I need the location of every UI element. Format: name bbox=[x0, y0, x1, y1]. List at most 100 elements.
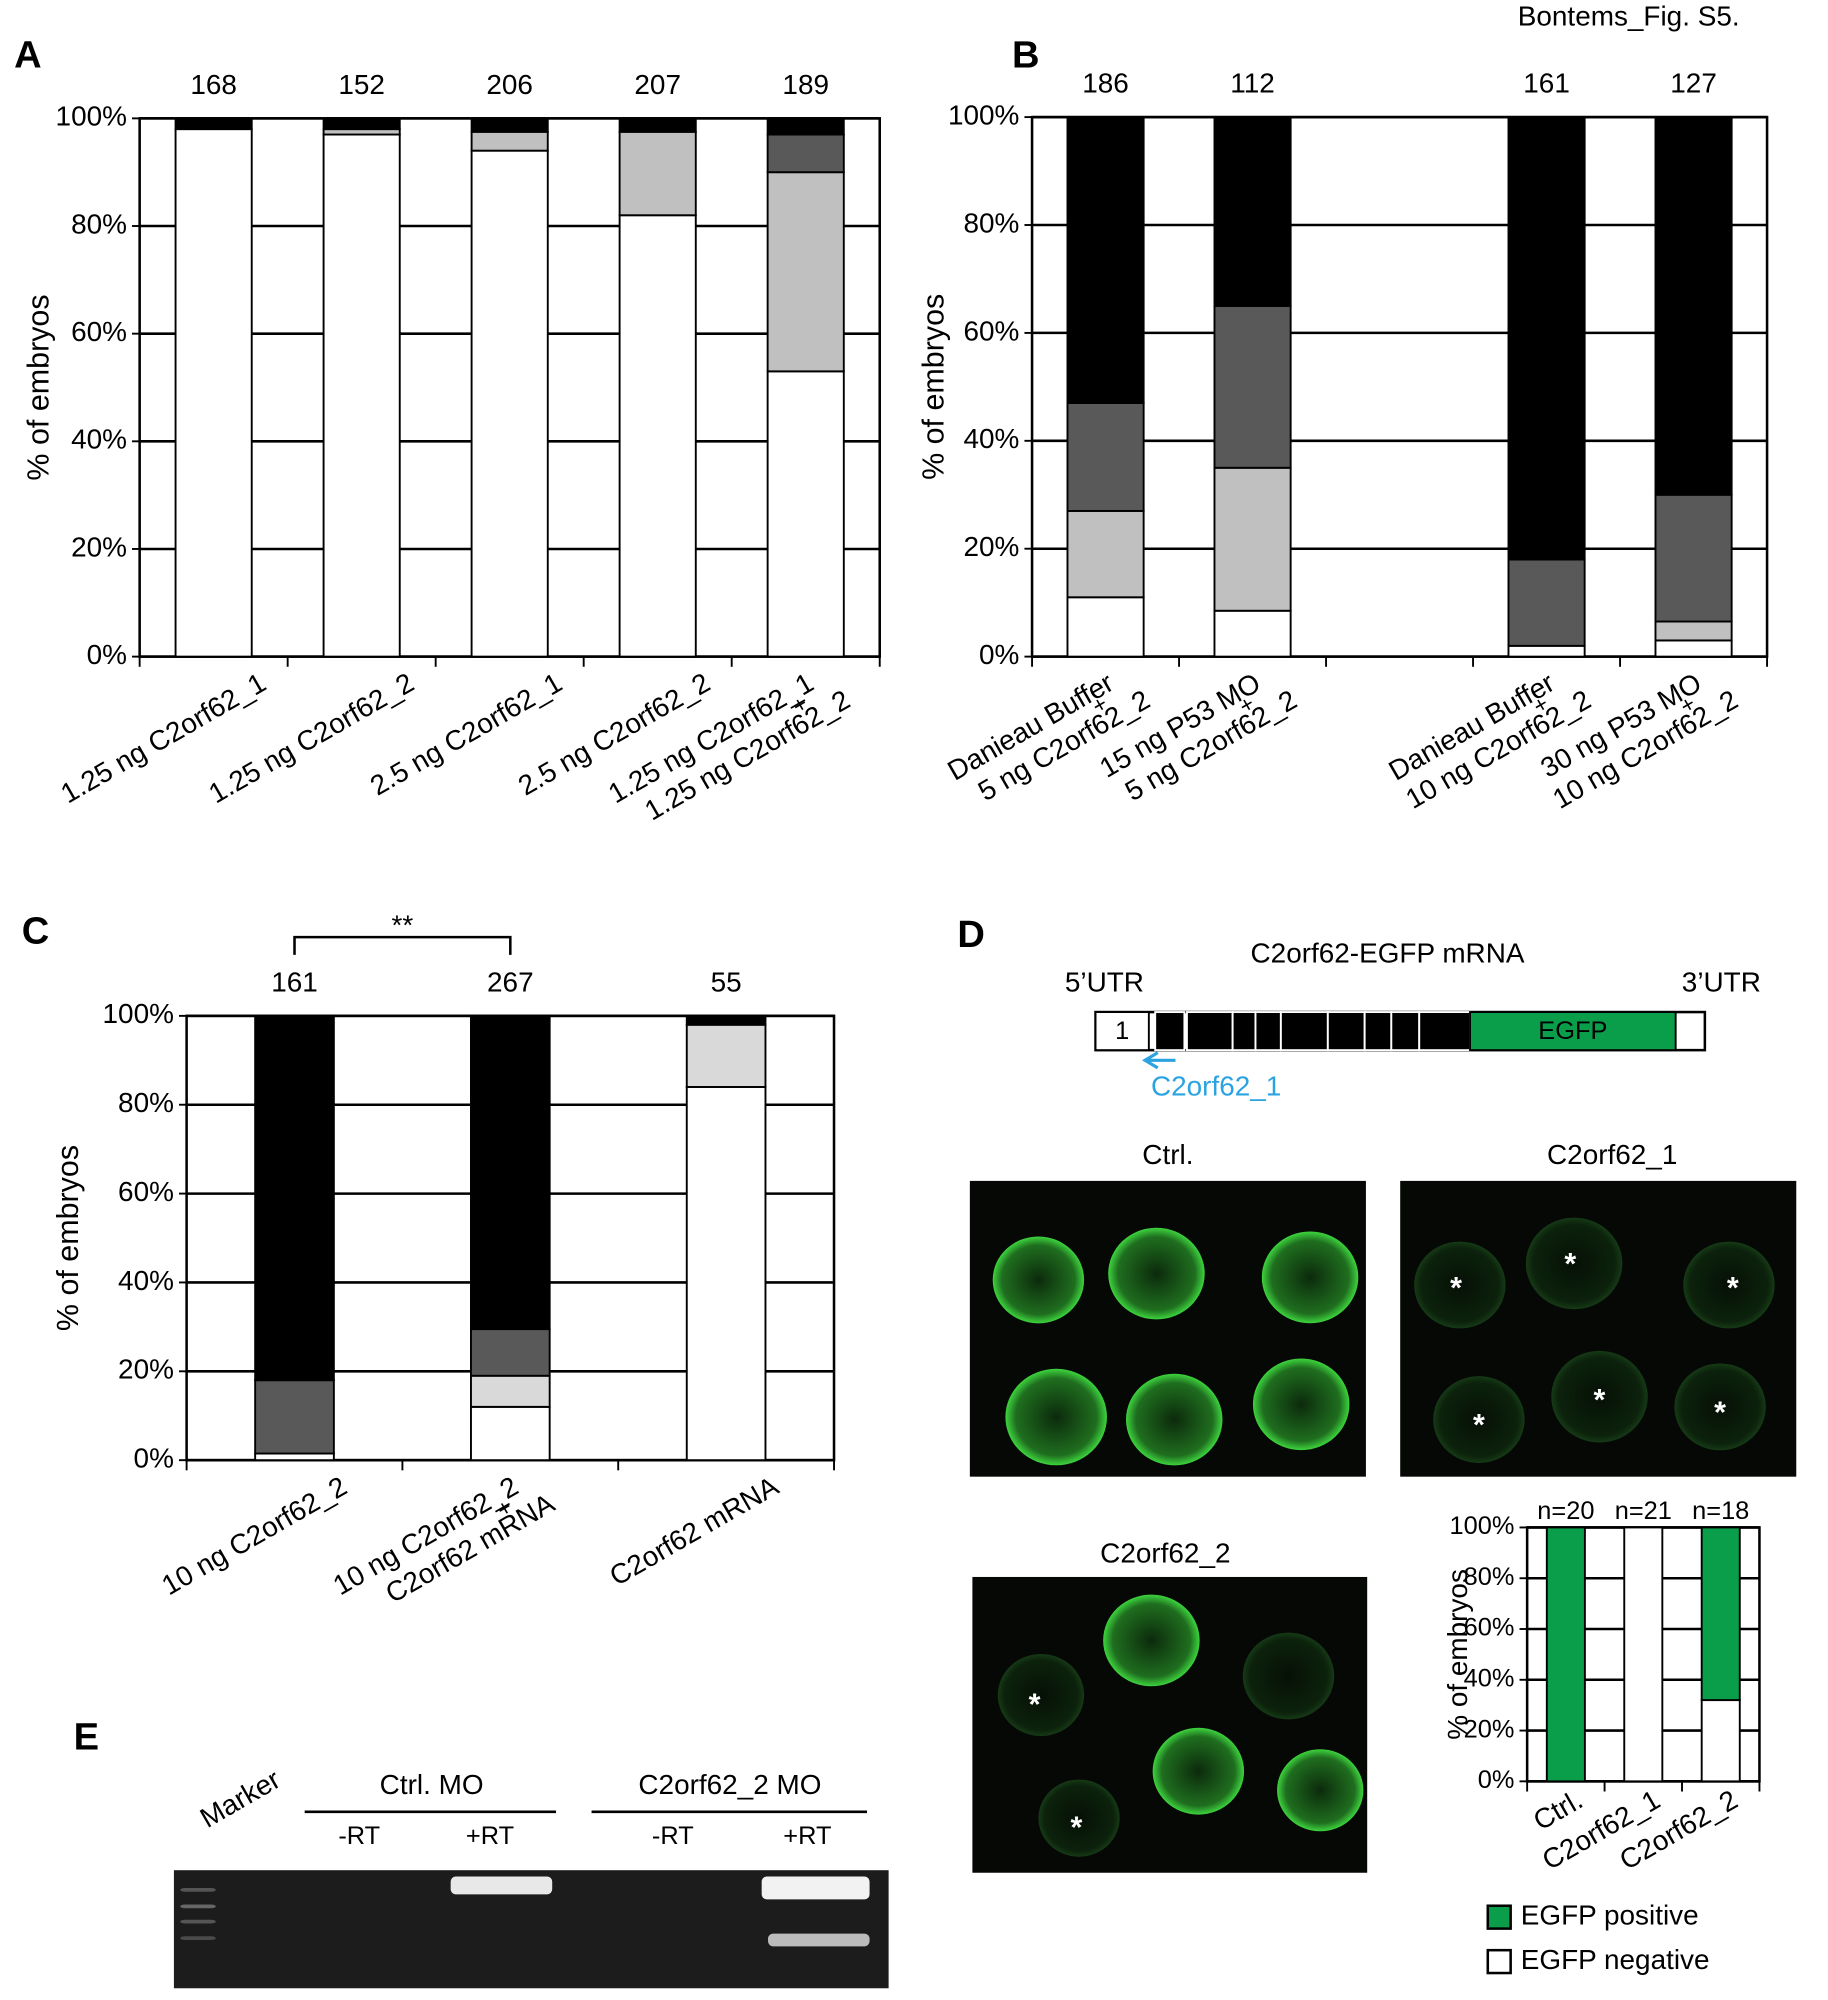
embryo bbox=[1005, 1368, 1107, 1466]
count-label: 168 bbox=[190, 69, 237, 100]
bar-segment bbox=[174, 128, 253, 658]
y-tick-label: 0% bbox=[979, 639, 1019, 670]
panel-letter: C bbox=[22, 910, 49, 952]
utr-label: 5’UTR bbox=[1065, 967, 1144, 998]
y-axis-label: % of embryos bbox=[22, 294, 56, 480]
gel-band bbox=[768, 1933, 870, 1947]
asterisk: * bbox=[1450, 1271, 1462, 1305]
bar-segment bbox=[1623, 1526, 1664, 1783]
embryo bbox=[1525, 1217, 1623, 1310]
embryo bbox=[1433, 1376, 1525, 1463]
construct-segment bbox=[1254, 1011, 1282, 1052]
category-label: 10 ng C2orf62_2 bbox=[156, 1470, 352, 1601]
panel-letter: D bbox=[957, 914, 985, 956]
construct-title: C2orf62-EGFP mRNA bbox=[1251, 937, 1525, 968]
y-tick-label: 100% bbox=[103, 998, 174, 1029]
bar-segment bbox=[1507, 116, 1586, 561]
bar-segment bbox=[766, 133, 845, 174]
y-tick-label: 20% bbox=[964, 531, 1020, 562]
asterisk: * bbox=[1029, 1687, 1041, 1721]
bar-segment bbox=[1066, 402, 1145, 512]
x-tick-label: C2orf62 mRNA bbox=[604, 1470, 784, 1592]
embryo bbox=[1683, 1241, 1775, 1329]
construct-segment bbox=[1279, 1011, 1329, 1052]
header: Bontems_Fig. S5. bbox=[1518, 0, 1740, 31]
primer-arrow bbox=[1141, 1051, 1176, 1070]
legend-label: EGFP negative bbox=[1521, 1944, 1710, 1975]
bar-segment bbox=[470, 1374, 551, 1408]
bar-segment bbox=[766, 171, 845, 373]
construct-segment bbox=[1185, 1011, 1234, 1052]
bar-segment bbox=[254, 1379, 335, 1455]
count-label: 186 bbox=[1082, 68, 1129, 99]
bar-segment bbox=[1700, 1699, 1741, 1783]
y-tick-label: 60% bbox=[71, 316, 127, 347]
y-tick-label: 80% bbox=[964, 207, 1020, 238]
y-tick-label: 40% bbox=[1464, 1664, 1515, 1692]
panel-letter: A bbox=[14, 34, 42, 76]
bar-segment bbox=[470, 117, 549, 133]
embryo bbox=[1038, 1779, 1120, 1857]
embryo bbox=[1125, 1373, 1223, 1466]
legend-label: EGFP positive bbox=[1521, 1900, 1699, 1931]
count-label: 207 bbox=[634, 69, 681, 100]
gel-band bbox=[450, 1876, 553, 1895]
bar-segment bbox=[322, 133, 401, 658]
gel-band bbox=[180, 1887, 216, 1892]
embryo bbox=[1152, 1727, 1245, 1815]
bar-segment bbox=[1654, 620, 1733, 642]
segment-label: 8 bbox=[1371, 1017, 1385, 1045]
y-tick-label: 0% bbox=[87, 639, 127, 670]
y-axis-label: % of embryos bbox=[51, 1145, 85, 1331]
legend-swatch bbox=[1486, 1904, 1512, 1930]
bar-segment bbox=[470, 149, 549, 658]
gel-band bbox=[180, 1919, 216, 1924]
bar-segment bbox=[1700, 1526, 1741, 1702]
legend-swatch bbox=[1486, 1948, 1512, 1975]
count-label: n=18 bbox=[1692, 1497, 1749, 1525]
bar-segment bbox=[1213, 609, 1292, 658]
y-tick-label: 80% bbox=[118, 1087, 174, 1118]
segment-label: 5 bbox=[1261, 1017, 1275, 1045]
bar-segment bbox=[1507, 558, 1586, 647]
count-label: 206 bbox=[486, 69, 533, 100]
bar-segment bbox=[470, 1014, 551, 1331]
embryo bbox=[1103, 1594, 1200, 1687]
bar-segment bbox=[254, 1452, 335, 1462]
y-tick-label: 0% bbox=[1478, 1766, 1515, 1794]
segment-label: 2 bbox=[1163, 1017, 1177, 1045]
embryo bbox=[1242, 1632, 1335, 1720]
construct-segment bbox=[1154, 1011, 1186, 1052]
bar-segment bbox=[1654, 116, 1733, 496]
count-label: 161 bbox=[1523, 68, 1570, 99]
utr-label: 3’UTR bbox=[1682, 967, 1761, 998]
embryo bbox=[992, 1236, 1085, 1324]
y-tick-label: 40% bbox=[71, 424, 127, 455]
count-label: 55 bbox=[711, 967, 742, 998]
segment-label: 9 bbox=[1398, 1017, 1412, 1045]
gel-band bbox=[761, 1876, 870, 1900]
bar-segment bbox=[618, 214, 697, 658]
lane-label: -RT bbox=[652, 1822, 694, 1850]
construct-segment bbox=[1418, 1011, 1471, 1052]
bar-segment bbox=[1507, 644, 1586, 658]
y-tick-label: 60% bbox=[118, 1176, 174, 1207]
asterisk: * bbox=[1727, 1271, 1739, 1305]
image-title: C2orf62_2 bbox=[1100, 1538, 1230, 1569]
bar-segment bbox=[470, 130, 549, 152]
y-tick-label: 100% bbox=[948, 99, 1019, 130]
significance-label: ** bbox=[392, 909, 414, 940]
bar-segment bbox=[685, 1086, 767, 1462]
y-tick-label: 0% bbox=[134, 1443, 174, 1474]
segment-label: 3 bbox=[1203, 1017, 1217, 1045]
embryo bbox=[1252, 1358, 1350, 1451]
construct-segment bbox=[1326, 1011, 1366, 1052]
significance-bracket bbox=[293, 935, 512, 955]
lane-label: +RT bbox=[466, 1822, 514, 1850]
y-axis-label: % of embryos bbox=[917, 294, 951, 480]
count-label: 189 bbox=[782, 69, 829, 100]
category-label: Danieau Buffer+5 ng C2orf62_2 bbox=[942, 667, 1155, 807]
asterisk: * bbox=[1071, 1811, 1083, 1845]
x-tick-label: 10 ng C2orf62_2 bbox=[156, 1470, 352, 1601]
